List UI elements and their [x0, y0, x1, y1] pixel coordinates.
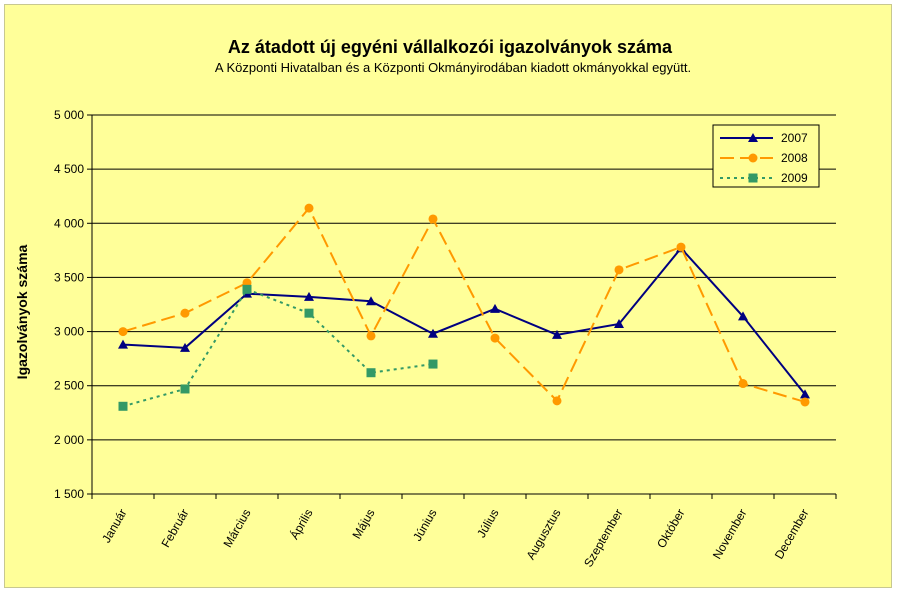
y-tick-label: 2 000 — [54, 433, 84, 447]
data-point-2007 — [800, 389, 810, 399]
x-tick-label: Április — [286, 506, 315, 542]
y-tick-label: 2 500 — [54, 379, 84, 393]
x-tick-label: Június — [410, 507, 439, 544]
x-tick-label: Július — [474, 507, 501, 541]
series-line-2008 — [122, 206, 806, 403]
x-tick-label: Március — [220, 507, 253, 550]
chart-title: Az átadott új egyéni vállalkozói igazolv… — [228, 37, 673, 57]
data-point-2007 — [490, 303, 500, 313]
y-tick-label: 1 500 — [54, 487, 84, 501]
data-point-2008 — [800, 397, 810, 407]
y-tick-label: 3 500 — [54, 270, 84, 284]
legend-marker-2007 — [748, 133, 758, 142]
legend-label-2009: 2009 — [781, 171, 808, 185]
data-point-2007 — [428, 328, 438, 338]
data-point-2007 — [304, 291, 314, 301]
data-point-2009 — [366, 368, 376, 378]
data-point-2007 — [366, 296, 376, 306]
data-point-2008 — [490, 333, 500, 343]
data-point-2008 — [366, 331, 376, 341]
data-point-2008 — [304, 203, 314, 213]
data-point-2008 — [552, 396, 562, 406]
legend-label-2007: 2007 — [781, 131, 808, 145]
legend-box — [712, 124, 820, 188]
chart-subtitle: A Központi Hivatalban és a Központi Okmá… — [215, 60, 691, 75]
data-point-2007 — [118, 339, 128, 349]
y-tick-label: 5 000 — [54, 108, 84, 122]
data-point-2008 — [428, 214, 438, 224]
y-tick-label: 4 000 — [54, 216, 84, 230]
x-tick-label: Február — [158, 507, 191, 550]
data-point-2008 — [180, 308, 190, 318]
x-tick-label: November — [710, 507, 750, 562]
x-tick-label: Május — [349, 507, 377, 542]
data-point-2008 — [614, 265, 624, 275]
y-tick-label: 4 500 — [54, 162, 84, 176]
x-tick-label: Augusztus — [523, 507, 563, 563]
x-tick-label: Szeptember — [581, 507, 625, 570]
data-point-2008 — [676, 242, 686, 252]
legend-marker-2008 — [748, 153, 758, 163]
data-point-2007 — [738, 311, 748, 321]
chart-frame: Az átadott új egyéni vállalkozói igazolv… — [4, 4, 892, 588]
data-point-2008 — [738, 379, 748, 389]
line-chart: Az átadott új egyéni vállalkozói igazolv… — [14, 37, 837, 570]
y-axis-label: Igazolványok száma — [14, 244, 30, 379]
data-point-2009 — [428, 359, 438, 369]
data-point-2009 — [242, 284, 252, 294]
data-point-2007 — [552, 329, 562, 339]
legend-label-2008: 2008 — [781, 151, 808, 165]
data-point-2009 — [180, 384, 190, 394]
data-point-2009 — [118, 401, 128, 411]
x-tick-label: Október — [654, 506, 687, 550]
legend: 2007 2008 2009 — [712, 124, 820, 188]
legend-marker-2009 — [748, 173, 758, 183]
y-tick-label: 3 000 — [54, 325, 84, 339]
data-point-2007 — [180, 342, 190, 352]
data-point-2009 — [304, 308, 314, 318]
data-point-2007 — [614, 318, 624, 328]
series-line-2007 — [122, 246, 806, 395]
x-tick-label: December — [772, 507, 812, 562]
data-point-2008 — [118, 327, 128, 337]
x-tick-label: Január — [99, 507, 129, 546]
series-line-2009 — [122, 288, 434, 408]
